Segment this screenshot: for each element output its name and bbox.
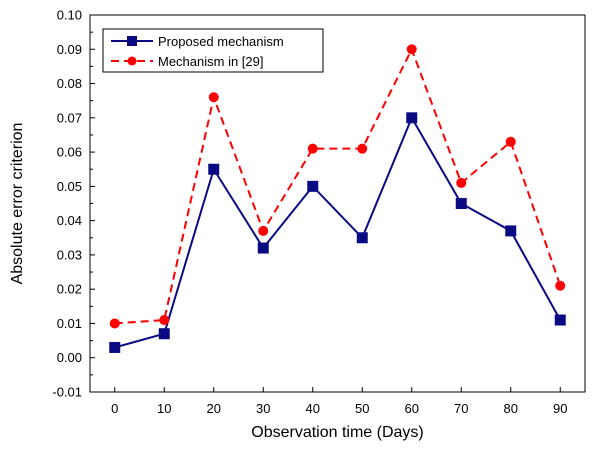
data-point-circle (208, 92, 219, 103)
series-line (114, 46, 562, 325)
series-proposed-mechanism (109, 112, 566, 353)
x-tick-label: 20 (207, 401, 221, 416)
x-tick-label: 70 (454, 401, 468, 416)
data-point-square (257, 242, 269, 254)
x-tick-label: 90 (553, 401, 567, 416)
legend-item: Mechanism in [29] (111, 54, 264, 69)
data-point-circle (258, 225, 269, 236)
data-point-circle (456, 177, 467, 188)
data-point-circle (555, 280, 566, 291)
y-axis-title: Absolute error criterion (9, 123, 26, 285)
legend-box (102, 28, 324, 73)
y-tick-label: -0.01 (52, 385, 82, 400)
y-axis: -0.01 0.00 0.01 0.02 0.03 0.04 0.05 0.06 0.07 0.0… (52, 8, 95, 400)
data-point-square (455, 198, 467, 209)
y-tick-label: 0.00 (57, 350, 82, 365)
data-point-circle (159, 315, 170, 326)
y-tick-label: 0.10 (57, 8, 82, 23)
data-point-square (505, 225, 517, 237)
series-line (114, 115, 562, 349)
y-tick-label: 0.03 (57, 247, 82, 262)
data-point-circle (406, 44, 417, 55)
data-point-circle (307, 143, 318, 154)
data-point-square (307, 180, 319, 192)
data-point-square (554, 314, 566, 326)
x-tick-label: 50 (355, 401, 369, 416)
y-tick-label: 0.04 (57, 213, 82, 228)
y-tick-label: 0.05 (57, 179, 82, 194)
data-point-square (406, 112, 418, 124)
x-tick-label: 10 (157, 401, 171, 416)
data-point-circle (505, 136, 516, 147)
x-axis: 0 10 20 30 40 50 60 70 80 90 (111, 387, 567, 416)
series-mechanism-29 (109, 44, 566, 329)
legend-item: Proposed mechanism (111, 34, 284, 49)
y-tick-label: 0.09 (57, 42, 82, 57)
x-axis-title: Observation time (Days) (251, 424, 424, 441)
data-point-square (158, 328, 170, 340)
y-tick-label: 0.06 (57, 145, 82, 160)
y-tick-label: 0.08 (57, 76, 82, 91)
x-tick-label: 80 (504, 401, 518, 416)
data-point-square (356, 232, 368, 244)
x-tick-label: 40 (306, 401, 320, 416)
legend-label: Proposed mechanism (158, 34, 284, 49)
data-point-square (208, 163, 220, 175)
data-point-circle (357, 143, 368, 154)
y-tick-label: 0.07 (57, 110, 82, 125)
legend: Proposed mechanism Mechanism in [29] (102, 28, 324, 73)
x-tick-label: 30 (256, 401, 270, 416)
legend-marker-square (127, 36, 137, 46)
y-tick-label: 0.01 (57, 316, 82, 331)
data-point-circle (109, 318, 120, 329)
series-layer (109, 44, 566, 353)
y-tick-label: 0.02 (57, 282, 82, 297)
legend-marker-circle (127, 56, 137, 66)
x-tick-label: 60 (405, 401, 419, 416)
x-tick-label: 0 (111, 401, 118, 416)
data-point-square (109, 341, 121, 353)
legend-label: Mechanism in [29] (158, 54, 264, 69)
